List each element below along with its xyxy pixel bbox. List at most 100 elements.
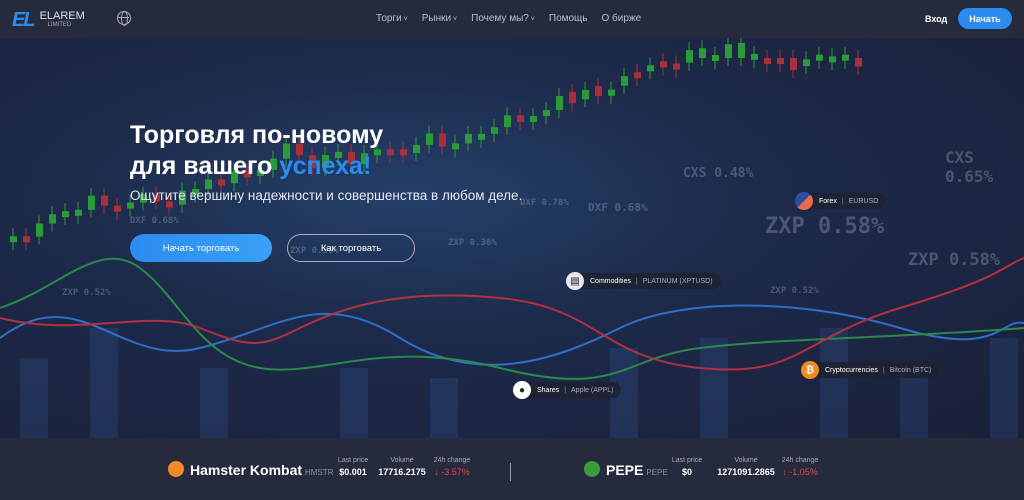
start-button[interactable]: Начать [958, 8, 1012, 29]
decor [231, 171, 238, 184]
decor [543, 110, 550, 117]
decor [20, 358, 48, 438]
last-price: $0.001 [339, 467, 367, 477]
decor [452, 143, 459, 150]
menu-item-why-us[interactable]: Почему мы? [471, 13, 535, 24]
bg-ticker: ZXP 0.58% [908, 250, 1001, 270]
how-to-trade-button[interactable]: Как торговать [287, 234, 415, 262]
decor [270, 158, 277, 170]
decor [700, 338, 728, 438]
coin-name[interactable]: PEPE PEPE [606, 462, 668, 478]
decor [582, 89, 589, 100]
decor [634, 72, 641, 79]
decor [283, 143, 290, 159]
menu-item-about[interactable]: О бирже [601, 13, 642, 24]
decor [153, 194, 160, 202]
decor [673, 63, 680, 70]
decor [205, 179, 212, 189]
bg-ticker: DXF 0.68% [130, 216, 179, 226]
decor [322, 155, 329, 168]
decor [647, 65, 654, 72]
decor [465, 133, 472, 144]
label: Last price [337, 457, 369, 464]
decor [660, 61, 667, 68]
divider [510, 463, 511, 481]
decor [387, 149, 394, 156]
decor [23, 236, 30, 243]
apple-icon: ● [513, 381, 531, 399]
menu-item-markets[interactable]: Рынки [422, 13, 457, 24]
badge-commodities[interactable]: ▤ Commodities | PLATINUM (XPTUSD) [566, 272, 721, 290]
decor [88, 195, 95, 210]
logo-sub: LIMITED [47, 21, 72, 28]
decor [0, 257, 1024, 371]
badge-crypto[interactable]: ₿ Cryptocurrencies | Bitcoin (BTC) [801, 361, 940, 379]
bg-ticker: DXF 0.68% [588, 201, 648, 214]
decor [517, 115, 524, 123]
bg-ticker: CXS 0.65% [945, 148, 994, 186]
change: ↓ -1.05% [782, 467, 818, 477]
logo[interactable]: EL ELAREM LIMITED [12, 9, 85, 32]
hero-subtitle: Ощутите вершину надежности и совершенств… [130, 188, 523, 203]
decor [179, 190, 186, 205]
ticker-bar: Hamster Kombat HMSTR Last price $0.001 Vol… [0, 438, 1024, 500]
pepe-coin-icon [584, 461, 600, 477]
decor [140, 194, 147, 203]
decor [712, 55, 719, 62]
volume: 17716.2175 [378, 467, 426, 477]
bg-ticker: DXF 0.78% [520, 198, 569, 208]
decor [62, 211, 69, 218]
decor [569, 91, 576, 104]
coin-name[interactable]: Hamster Kombat HMSTR [190, 462, 334, 478]
decor [426, 133, 433, 145]
decor [699, 48, 706, 58]
logo-name: ELAREM [39, 9, 85, 22]
decor [90, 328, 118, 438]
decor [348, 151, 355, 165]
decor [49, 214, 56, 224]
start-trading-button[interactable]: Начать торговать [130, 234, 272, 262]
decor [478, 133, 485, 140]
globe-icon[interactable] [117, 11, 131, 26]
platinum-icon: ▤ [566, 272, 584, 290]
decor [764, 58, 771, 64]
decor [340, 368, 368, 438]
bg-ticker: ZXP 0.36% [448, 238, 497, 248]
decor [491, 127, 498, 134]
hero: CXS 0.65% CXS 0.48% ZXP 0.58% ZXP 0.58% … [0, 38, 1024, 438]
decor [200, 368, 228, 438]
change: ↓ -3.57% [434, 467, 470, 477]
bitcoin-icon: ₿ [801, 361, 819, 379]
decor [530, 116, 537, 123]
decor [738, 42, 745, 58]
decor [990, 338, 1018, 438]
decor [556, 95, 563, 111]
decor [686, 50, 693, 63]
bg-ticker: ZXP 0.36% [290, 246, 339, 256]
decor [361, 153, 368, 165]
label: Last price [671, 457, 703, 464]
decor [430, 378, 458, 438]
menu-item-trading[interactable]: Торги [376, 13, 408, 24]
badge-shares[interactable]: ● Shares | Apple (APPL) [513, 381, 622, 399]
decor [374, 149, 381, 156]
decor [900, 368, 928, 438]
decor [608, 89, 615, 96]
menu-item-help[interactable]: Помощь [548, 13, 588, 24]
bg-ticker: ZXP 0.52% [62, 288, 111, 298]
volume: 1271091.2865 [717, 467, 775, 477]
last-price: $0 [681, 467, 692, 477]
decor [595, 85, 602, 96]
decor [36, 223, 43, 237]
decor [0, 257, 1024, 380]
decor [725, 44, 732, 58]
badge-forex[interactable]: Forex | EURUSD [795, 192, 887, 210]
decor [75, 209, 82, 216]
decor [504, 115, 511, 128]
label: 24h change [433, 457, 471, 464]
decor [244, 171, 251, 178]
decor [777, 58, 784, 64]
login-link[interactable]: Вход [925, 14, 948, 24]
label: 24h change [781, 457, 819, 464]
decor [842, 54, 849, 61]
